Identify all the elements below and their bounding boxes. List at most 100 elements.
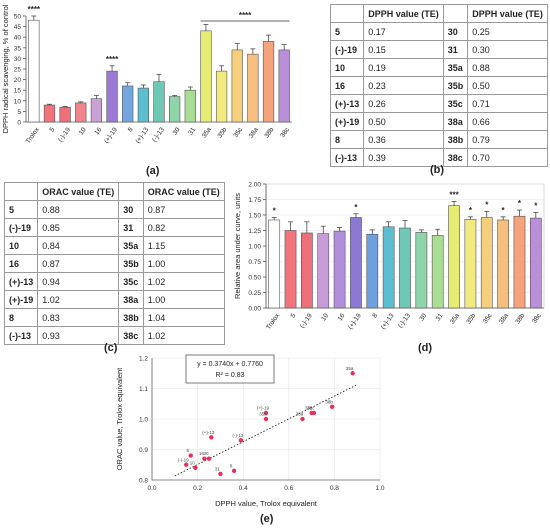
compound-cell: 16 bbox=[329, 76, 365, 95]
value-cell: 1.02 bbox=[37, 290, 120, 309]
table-row: (-)-13 0.93 38c 1.02 bbox=[3, 326, 225, 345]
value-cell: 1.00 bbox=[142, 290, 225, 309]
chart-a-g-x-tick-label: 38a bbox=[248, 126, 260, 139]
value-cell: 0.93 bbox=[37, 326, 120, 345]
table-c: ORAC value (TE) ORAC value (TE) 5 0.88 30 0.8… bbox=[3, 182, 225, 345]
table-header-cell: DPPH value (TE) bbox=[363, 4, 444, 23]
chart-d-g-bar-(+)-13 bbox=[382, 226, 395, 309]
chart-d-g-significance-label: * bbox=[485, 200, 489, 209]
compound-cell: 38b bbox=[442, 130, 469, 149]
table-header-cell: DPPH value (TE) bbox=[467, 4, 548, 23]
chart-a-g-y-tick-label: 35 bbox=[14, 45, 22, 52]
table-header-cell bbox=[118, 182, 144, 201]
table-header-row: DPPH value (TE) DPPH value (TE) bbox=[329, 4, 548, 23]
chart-a-g-bar-16 bbox=[90, 98, 103, 123]
value-cell: 0.84 bbox=[37, 236, 120, 255]
table-header-row: ORAC value (TE) ORAC value (TE) bbox=[3, 182, 225, 201]
scatter-point-label: (+)-13 bbox=[202, 430, 215, 435]
chart-d-g-bar-8 bbox=[366, 233, 379, 309]
scatter-y-axis-label: ORAC value, Trolox equivalent bbox=[115, 367, 124, 470]
scatter-point-label: 31 bbox=[215, 466, 221, 471]
value-cell: 0.23 bbox=[363, 76, 444, 95]
chart-a-g-bar-(+)-19 bbox=[106, 70, 118, 123]
compound-cell: 38c bbox=[118, 326, 144, 345]
chart-a-g-x-tick-label: (+)-19 bbox=[103, 126, 119, 145]
value-cell: 0.87 bbox=[37, 254, 120, 273]
fit-equation: y = 0.3740x + 0.7760 bbox=[197, 361, 263, 368]
chart-d-g-bar-35a bbox=[448, 205, 460, 309]
value-cell: 0.94 bbox=[37, 272, 120, 291]
chart-d-g-x-tick-label: 5 bbox=[290, 312, 298, 319]
value-cell: 1.04 bbox=[142, 308, 225, 327]
chart-a-g-x-tick-label: 30 bbox=[172, 126, 182, 136]
chart-d-g-significance-label: * bbox=[534, 202, 538, 211]
scatter-point-label: 35a bbox=[346, 366, 354, 371]
chart-a-g-x-tick-label: 35b bbox=[217, 126, 229, 139]
scatter-point-label: 38c bbox=[305, 405, 313, 410]
chart-d-g-bar-(-)-19 bbox=[301, 232, 313, 309]
value-cell: 0.25 bbox=[467, 22, 548, 41]
chart-d-g-bar-10 bbox=[317, 233, 330, 309]
chart-d-g-x-tick-label: 35a bbox=[449, 312, 461, 325]
chart-a-g-bar-38c bbox=[278, 49, 290, 123]
chart-d-g-significance-label: *** bbox=[449, 190, 459, 199]
scatter-point-38c bbox=[309, 410, 314, 416]
chart-a-g-y-tick-label: 40 bbox=[14, 35, 22, 42]
scatter-point-(-)-19 bbox=[184, 462, 189, 467]
compound-cell: (+)-13 bbox=[3, 272, 39, 291]
value-cell: 0.36 bbox=[363, 130, 444, 149]
compound-cell: 5 bbox=[3, 200, 39, 219]
scatter-y-tick-label: 1.1 bbox=[139, 386, 148, 393]
scatter-point-35b bbox=[263, 416, 269, 422]
chart-a-g-y-tick-label: 15 bbox=[14, 88, 22, 95]
chart-a-g-bar-31 bbox=[184, 89, 196, 123]
chart-d-g-y-axis-label: Relative area under curve, units bbox=[233, 193, 242, 299]
value-cell: 0.39 bbox=[363, 148, 444, 167]
compound-cell: 10 bbox=[329, 58, 365, 77]
compound-cell: 35a bbox=[118, 236, 144, 255]
compound-cell: 35a bbox=[442, 58, 469, 77]
scatter-x-tick-label: 1.0 bbox=[375, 485, 384, 492]
compound-cell: 38b bbox=[118, 308, 144, 327]
scatter-point-label: 16 bbox=[199, 451, 205, 456]
scatter-point-label: (+)-19 bbox=[257, 405, 270, 410]
compound-cell: 10 bbox=[3, 236, 39, 255]
scatter-point-label: 38a bbox=[296, 412, 304, 417]
compound-cell: 30 bbox=[118, 200, 144, 219]
value-cell: 0.17 bbox=[363, 22, 444, 41]
scatter-point-label: 10 bbox=[190, 460, 196, 465]
table-row: 8 0.83 38b 1.04 bbox=[3, 308, 225, 327]
chart-d-g-y-tick-label: 0.50 bbox=[248, 275, 261, 282]
chart-d-g-x-tick-label: 8 bbox=[371, 312, 379, 319]
scatter-point-38b bbox=[329, 404, 335, 409]
value-cell: 0.26 bbox=[363, 94, 444, 113]
scatter-y-tick-label: 1.0 bbox=[139, 417, 148, 424]
chart-d-g-significance-label: * bbox=[502, 206, 506, 215]
chart-d-g-x-tick-label: 38a bbox=[498, 312, 510, 325]
value-cell: 0.66 bbox=[467, 112, 548, 131]
chart-a-g-y-tick-label: 0 bbox=[17, 120, 21, 127]
chart-d-g-significance-label: * bbox=[469, 206, 473, 215]
value-cell: 0.71 bbox=[467, 94, 548, 113]
value-cell: 0.79 bbox=[467, 130, 548, 149]
value-cell: 0.88 bbox=[467, 58, 548, 77]
chart-a-g-x-tick-label: 5 bbox=[49, 126, 57, 133]
chart-a-g-bar-Trolox bbox=[28, 19, 40, 123]
chart-a-g-bar-10 bbox=[75, 102, 87, 123]
compound-cell: (+)-19 bbox=[329, 112, 365, 131]
value-cell: 1.02 bbox=[142, 326, 225, 345]
table-row: 8 0.36 38b 0.79 bbox=[329, 130, 548, 149]
table-header-cell bbox=[3, 182, 39, 201]
chart-a-g-y-tick-label: 10 bbox=[14, 98, 22, 105]
table-b: DPPH value (TE) DPPH value (TE) 5 0.17 30 0.2… bbox=[329, 4, 548, 167]
chart-d-g-significance-label: * bbox=[273, 206, 277, 215]
scatter-point-38a bbox=[300, 416, 305, 422]
compound-cell: 38a bbox=[118, 290, 144, 309]
compound-cell: (-)-13 bbox=[329, 148, 365, 167]
scatter-x-tick-label: 0.6 bbox=[284, 485, 293, 492]
compound-cell: 38c bbox=[442, 148, 469, 167]
panel-label-e: (e) bbox=[260, 513, 274, 525]
scatter-point-16 bbox=[202, 456, 207, 461]
compound-cell: 30 bbox=[442, 22, 469, 41]
